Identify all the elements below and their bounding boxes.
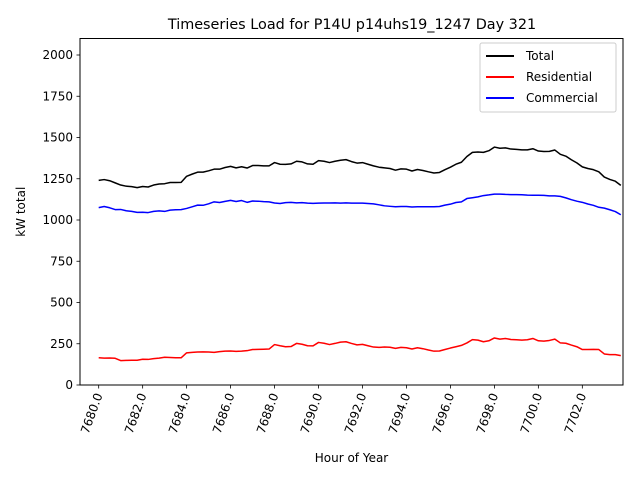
y-tick-label: 2000 <box>42 48 73 62</box>
legend-label-residential: Residential <box>526 70 592 84</box>
series-line-residential <box>98 337 621 362</box>
legend-label-total: Total <box>525 49 554 63</box>
chart-title: Timeseries Load for P14U p14uhs19_1247 D… <box>167 17 536 33</box>
y-tick-label: 750 <box>50 254 73 268</box>
y-tick-label: 1250 <box>42 172 73 186</box>
legend-frame <box>479 42 617 113</box>
series-line-commercial <box>98 193 622 216</box>
y-tick-label: 0 <box>65 378 73 392</box>
y-tick-label: 1000 <box>42 213 73 227</box>
y-tick-label: 1750 <box>42 89 73 103</box>
legend: Total Residential Commercial <box>479 42 617 113</box>
series-line-total <box>98 146 622 189</box>
x-axis-label: Hour of Year <box>315 451 389 465</box>
y-axis: 0 250 500 750 1000 1250 1500 1750 2000 <box>42 48 80 392</box>
series-layer <box>98 146 622 362</box>
y-tick-label: 250 <box>50 337 73 351</box>
y-axis-label: kW total <box>14 187 28 237</box>
y-tick-label: 1500 <box>42 131 73 145</box>
plot-area-frame <box>79 38 624 386</box>
legend-label-commercial: Commercial <box>526 91 598 105</box>
y-tick-label: 500 <box>50 296 73 310</box>
